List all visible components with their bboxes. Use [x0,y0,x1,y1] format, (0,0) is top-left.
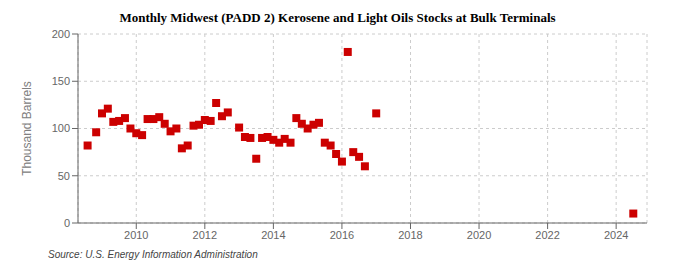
svg-text:2024: 2024 [604,229,628,241]
svg-text:150: 150 [52,75,70,87]
svg-text:2018: 2018 [398,229,422,241]
svg-text:0: 0 [64,217,70,229]
svg-text:2014: 2014 [261,229,285,241]
svg-text:2022: 2022 [535,229,559,241]
svg-text:2016: 2016 [330,229,354,241]
svg-text:100: 100 [52,122,70,134]
svg-text:2010: 2010 [124,229,148,241]
html-text:Monthly Midwest (PADD 2) Keros: Monthly Midwest (PADD 2) Kerosene and Li… [119,10,556,25]
svg-text:200: 200 [52,28,70,40]
svg-text:2020: 2020 [467,229,491,241]
svg-text:Thousand Barrels: Thousand Barrels [20,81,34,176]
svg-text:50: 50 [58,170,70,182]
svg-text:2012: 2012 [193,229,217,241]
html-text:Source: U.S. Energy Informatio: Source: U.S. Energy Information Administ… [48,249,258,260]
